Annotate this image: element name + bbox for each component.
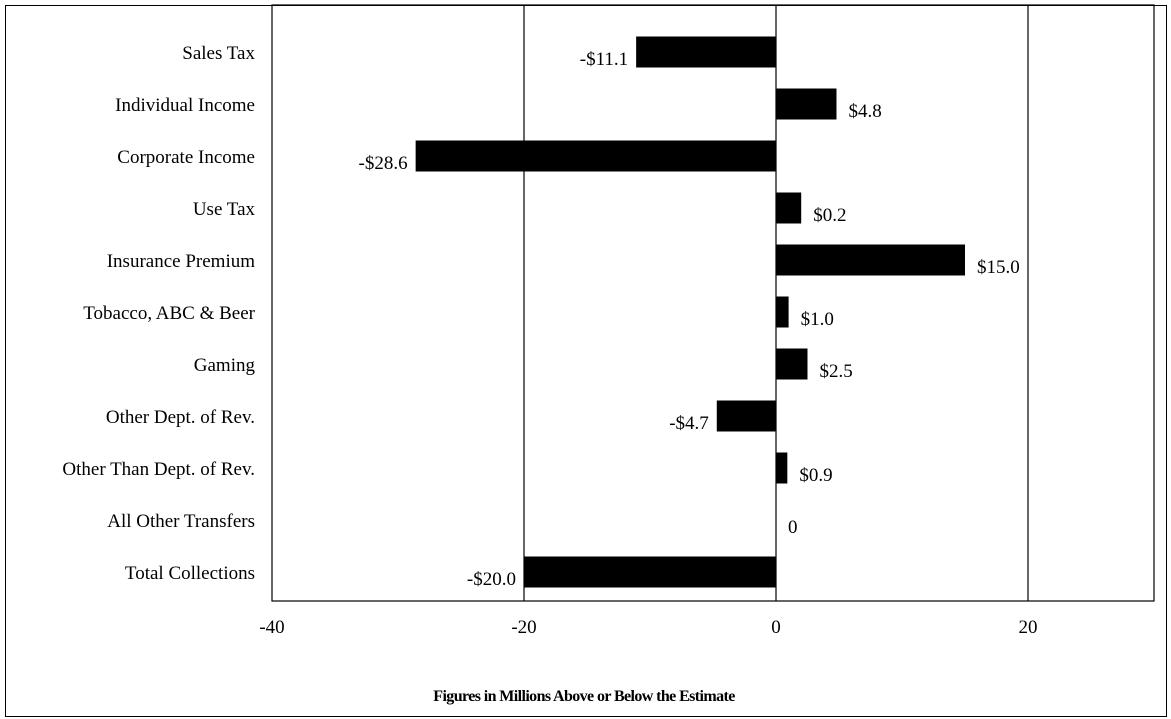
value-label-1: $4.8 bbox=[848, 101, 881, 122]
x-tick-labels: -40 -20 0 20 bbox=[259, 617, 1037, 638]
category-label-4: Insurance Premium bbox=[107, 251, 255, 272]
category-label-0: Sales Tax bbox=[182, 43, 255, 64]
x-tick-label-2: 0 bbox=[771, 617, 781, 638]
category-label-6: Gaming bbox=[194, 355, 256, 376]
chart-frame bbox=[5, 5, 1167, 717]
bar-6 bbox=[776, 348, 808, 380]
value-label-8: $0.9 bbox=[799, 465, 832, 486]
value-label-7: -$4.7 bbox=[669, 413, 709, 434]
value-label-5: $1.0 bbox=[801, 309, 834, 330]
x-axis-title: Figures in Millions Above or Below the E… bbox=[433, 688, 735, 705]
bars bbox=[415, 36, 965, 588]
category-label-2: Corporate Income bbox=[117, 147, 255, 168]
bar-2 bbox=[415, 140, 776, 172]
bar-3 bbox=[776, 192, 802, 224]
value-label-3: $0.2 bbox=[813, 205, 846, 226]
bar-4 bbox=[776, 244, 965, 276]
x-tick-label-3: 20 bbox=[1019, 617, 1038, 638]
category-label-8: Other Than Dept. of Rev. bbox=[62, 459, 255, 480]
value-label-6: $2.5 bbox=[820, 361, 853, 382]
value-labels: -$11.1 $4.8 -$28.6 $0.2 $15.0 $1.0 $2.5 -$4.7 $0… bbox=[359, 49, 1020, 590]
bar-0 bbox=[636, 36, 776, 68]
x-tick-label-0: -40 bbox=[259, 617, 284, 638]
value-label-0: -$11.1 bbox=[580, 49, 628, 70]
category-label-5: Tobacco, ABC & Beer bbox=[83, 303, 255, 324]
bar-8 bbox=[776, 452, 788, 484]
bar-1 bbox=[776, 88, 837, 120]
value-label-4: $15.0 bbox=[977, 257, 1020, 278]
category-label-3: Use Tax bbox=[193, 199, 256, 220]
plot-area-border bbox=[271, 4, 1155, 602]
category-label-10: Total Collections bbox=[125, 563, 255, 584]
x-tick-label-1: -20 bbox=[511, 617, 536, 638]
bar-5 bbox=[776, 296, 789, 328]
value-label-9: 0 bbox=[788, 517, 798, 538]
value-label-2: -$28.6 bbox=[359, 153, 408, 174]
category-label-9: All Other Transfers bbox=[107, 511, 255, 532]
category-label-1: Individual Income bbox=[115, 95, 255, 116]
bar-10 bbox=[524, 556, 776, 588]
category-labels: Sales Tax Individual Income Corporate Inco… bbox=[62, 43, 255, 584]
bar-7 bbox=[716, 400, 776, 432]
category-label-7: Other Dept. of Rev. bbox=[106, 407, 255, 428]
value-label-10: -$20.0 bbox=[467, 569, 516, 590]
